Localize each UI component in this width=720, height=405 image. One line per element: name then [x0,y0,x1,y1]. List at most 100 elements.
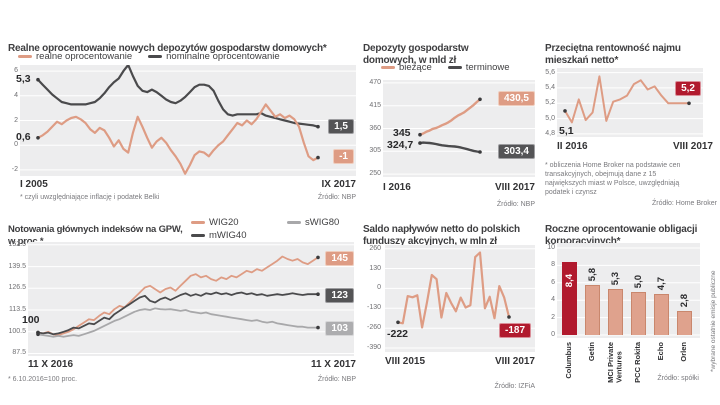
legend-label: WIG20 [209,217,239,228]
legend-item: realne oprocentowanie [18,51,132,62]
source: Źródło: NBP [317,376,356,383]
plot-area: 145 123 103 [28,242,354,356]
legend-swatch-mwig40 [191,234,205,237]
y-tick-label: 10 [547,243,555,251]
y-tick-label: 2 [551,313,555,321]
bar-category-label: Echo [656,342,666,361]
bar [631,292,646,335]
legend-item: mWIG40 [191,230,287,241]
legend-label: sWIG80 [305,217,340,228]
bar-column: 5,3 [608,243,623,335]
panel-title: Saldo napływów netto do polskich fundusz… [363,224,520,248]
bar-category-label: Orlen [679,342,689,362]
footnote: * obliczenia Home Broker na podstawie ce… [545,162,681,196]
legend-swatch-nominalne [148,55,163,58]
legend-item: nominalne oprocentowanie [148,51,280,62]
legend-item: bieżące [381,62,432,73]
end-badge-wig20: 145 [325,251,354,266]
panel-title: Roczne oprocentowanie obligacji korporac… [545,224,698,248]
bar [654,294,669,335]
panel-title: Depozyty gospodarstw domowych, w mld zł [363,43,469,67]
panel-gpw-indexes: Notowania głównych indeksów na GPW, w pr… [8,216,356,401]
end-badge-saldo: -187 [498,323,531,338]
y-tick-label: 152.5 [8,240,26,248]
bar-category-label: PCC Rokita [633,342,643,383]
y-axis: 10 8 6 4 2 0 [543,243,555,338]
y-tick-label: 126.5 [8,284,26,292]
y-tick-label: 6 [551,278,555,286]
panel-deposits: Depozyty gospodarstw domowych, w mld zł … [361,35,535,208]
panel-real-interest: Realne oprocentowanie nowych depozytów g… [8,35,356,207]
y-tick-label: 360 [369,124,381,132]
legend: WIG20 sWIG80 mWIG40 [191,217,339,241]
y-tick-label: 113.5 [9,306,26,314]
legend-label: bieżące [399,62,432,73]
bar [677,311,692,335]
x-axis-start: II 2016 [557,141,588,152]
y-tick-label: 260 [369,244,381,252]
end-badge-nominal: 1,5 [328,119,354,134]
y-tick-label: -390 [366,344,381,352]
bar-column: 4,7 [654,243,669,335]
bar-group: 8,4 5,8 5,3 5,0 4,7 2,8 [562,243,700,335]
bar-value-label: 2,8 [678,293,690,307]
end-badge-mwig40: 123 [325,288,354,303]
y-tick-label: 0 [377,284,381,292]
y-axis: 470 415 360 305 250 [361,78,381,177]
bar-value-label: 4,7 [655,276,667,290]
panel-rent-yield: Przeciętna rentowność najmu mieszkań net… [545,35,717,210]
line-chart [557,72,703,135]
bar-value-label: 5,3 [609,271,621,285]
y-tick-label: 130 [369,264,381,272]
bar [608,289,623,335]
y-tick-label: 470 [369,78,381,86]
x-axis-end: VIII 2017 [494,356,535,367]
y-tick-label: 5,0 [545,114,555,122]
y-tick-label: 2 [14,116,18,124]
y-tick-label: 5,2 [545,99,555,107]
legend-item: terminowe [447,62,510,73]
bar-category-column: PCC Rokita [631,342,646,383]
source: Źródło: IZFiA [494,383,535,390]
footnote: * czyli uwzględniające inflację i podate… [20,194,160,201]
source: Źródło: spółki [657,375,699,382]
start-value-indexes: 100 [22,314,40,326]
y-tick-label: 415 [369,101,381,109]
x-axis-end: VIII 2017 [494,182,535,193]
start-value-nominal: 5,3 [16,73,31,85]
x-axis-end: IX 2017 [321,179,356,190]
y-tick-label: 0 [14,141,18,149]
y-tick-label: 4 [551,296,555,304]
footnote-vertical: *wybrane ostatnie emisje publiczne [710,270,717,372]
start-value-terminowe: 324,7 [387,139,414,151]
x-axis-start: I 2016 [383,182,411,193]
y-axis: 6 4 2 0 -2 [2,65,18,176]
legend-label: terminowe [465,62,510,73]
plot-area: 430,5 303,4 [383,80,535,177]
panel-title: Przeciętna rentowność najmu mieszkań net… [545,43,681,67]
y-tick-label: 100.5 [8,327,26,335]
legend-swatch-terminowe [447,66,462,69]
bar-column: 5,8 [585,243,600,335]
y-tick-label: -260 [366,324,381,332]
footnote: * 6.10.2016=100 proc. [8,376,78,383]
bar [562,262,577,335]
panel-title: Notowania głównych indeksów na GPW, w pr… [8,223,183,247]
bar-category-column: Orlen [677,342,692,362]
legend: bieżące terminowe [381,62,510,73]
panel-title: Realne oprocentowanie nowych depozytów g… [8,43,327,55]
legend: realne oprocentowanie nominalne oprocent… [18,51,280,62]
y-axis: 152.5 139.5 126.5 113.5 100.5 87.5 [0,240,26,357]
y-axis: 5,6 5,4 5,2 5,0 4,8 [539,68,555,137]
end-badge-rent: 5,2 [675,81,701,96]
legend-swatch-swig80 [287,221,301,224]
panel-fund-flows: Saldo napływów netto do polskich fundusz… [363,216,535,401]
y-tick-label: -130 [366,304,381,312]
legend-label: mWIG40 [209,230,247,241]
start-value-biezace: 345 [393,127,411,139]
plot-area: -187 [385,245,535,352]
bar-category-label: Columbus [564,342,574,379]
plot-area: 1,5 -1 [20,65,356,176]
bar-category-column: MCI Private Ventures [606,342,624,383]
